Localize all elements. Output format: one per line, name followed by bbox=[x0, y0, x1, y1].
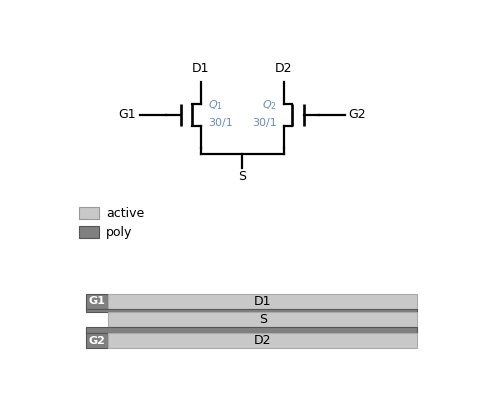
Text: $Q_1$: $Q_1$ bbox=[208, 98, 223, 112]
Text: $Q_2$: $Q_2$ bbox=[262, 98, 276, 112]
Bar bbox=[86, 333, 108, 348]
Bar bbox=[108, 293, 417, 309]
Bar bbox=[79, 208, 99, 219]
Text: poly: poly bbox=[106, 225, 132, 239]
Text: D1: D1 bbox=[254, 295, 272, 308]
Text: S: S bbox=[238, 171, 246, 184]
Text: 30/1: 30/1 bbox=[208, 118, 233, 128]
Text: 30/1: 30/1 bbox=[252, 118, 276, 128]
Text: G1: G1 bbox=[118, 108, 136, 121]
Text: active: active bbox=[106, 207, 144, 220]
Bar bbox=[86, 293, 108, 309]
Bar bbox=[86, 309, 417, 313]
Bar bbox=[79, 226, 99, 238]
Bar bbox=[108, 313, 417, 328]
Text: D1: D1 bbox=[192, 63, 209, 75]
Text: G2: G2 bbox=[89, 336, 106, 346]
Text: G2: G2 bbox=[348, 108, 366, 121]
Bar bbox=[86, 328, 417, 333]
Text: S: S bbox=[259, 313, 267, 326]
Bar bbox=[108, 333, 417, 348]
Text: D2: D2 bbox=[254, 335, 272, 348]
Text: G1: G1 bbox=[89, 296, 106, 306]
Text: D2: D2 bbox=[275, 63, 293, 75]
